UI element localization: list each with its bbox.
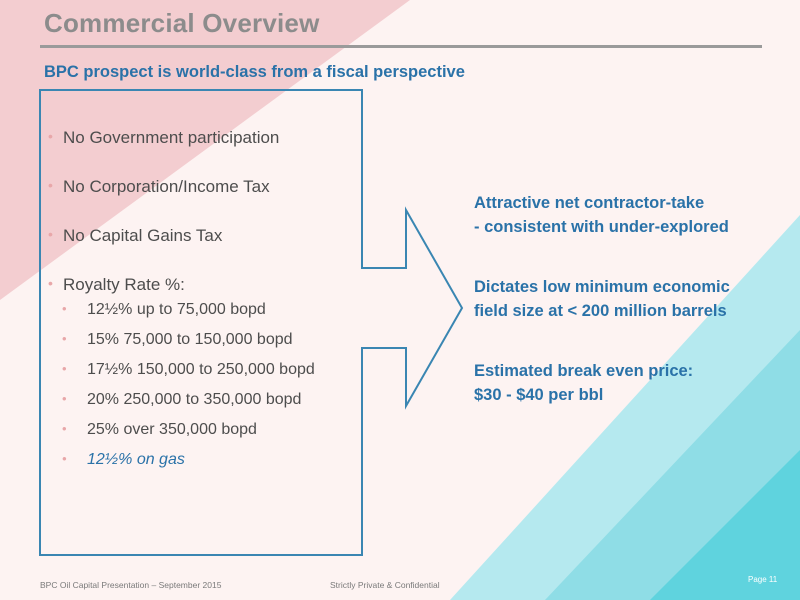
bullet-dot-icon: •	[62, 421, 67, 436]
bullet-dot-icon: •	[48, 226, 53, 242]
royalty-gas-item: • 12½% on gas	[62, 451, 185, 468]
bullet-dot-icon: •	[48, 128, 53, 144]
right-point-field-size: Dictates low minimum economic field size …	[474, 278, 730, 320]
list-item: • No Government participation	[48, 128, 280, 147]
royalty-item: • 17½% 150,000 to 250,000 bopd	[62, 361, 315, 378]
royalty-item: • 25% over 350,000 bopd	[62, 421, 257, 438]
footer-confidential: Strictly Private & Confidential	[330, 580, 440, 590]
royalty-item: • 20% 250,000 to 350,000 bopd	[62, 391, 302, 408]
page-title: Commercial Overview	[44, 8, 320, 38]
royalty-item: • 15% 75,000 to 150,000 bopd	[62, 331, 293, 348]
list-item: • No Capital Gains Tax	[48, 226, 223, 245]
right-point-break-even: Estimated break even price: $30 - $40 per…	[474, 362, 694, 404]
bullet-dot-icon: •	[62, 331, 67, 346]
footer-presentation-title: BPC Oil Capital Presentation – September…	[40, 580, 222, 590]
bullet-dot-icon: •	[48, 275, 53, 291]
fiscal-terms-list: • No Government participation • No Corpora…	[48, 128, 348, 481]
royalty-item: • 12½% up to 75,000 bopd	[62, 301, 266, 318]
bullet-dot-icon: •	[62, 301, 67, 316]
list-item: • No Corporation/Income Tax	[48, 177, 270, 196]
page-subtitle: BPC prospect is world-class from a fisca…	[44, 63, 465, 81]
page-number: Page 11	[748, 575, 778, 584]
bullet-dot-icon: •	[48, 177, 53, 193]
bullet-dot-icon: •	[62, 451, 67, 466]
list-item: • Royalty Rate %:	[48, 275, 185, 294]
title-underline	[40, 45, 762, 48]
right-point-contractor-take: Attractive net contractor-take - consiste…	[474, 194, 729, 236]
bullet-dot-icon: •	[62, 361, 67, 376]
bullet-dot-icon: •	[62, 391, 67, 406]
